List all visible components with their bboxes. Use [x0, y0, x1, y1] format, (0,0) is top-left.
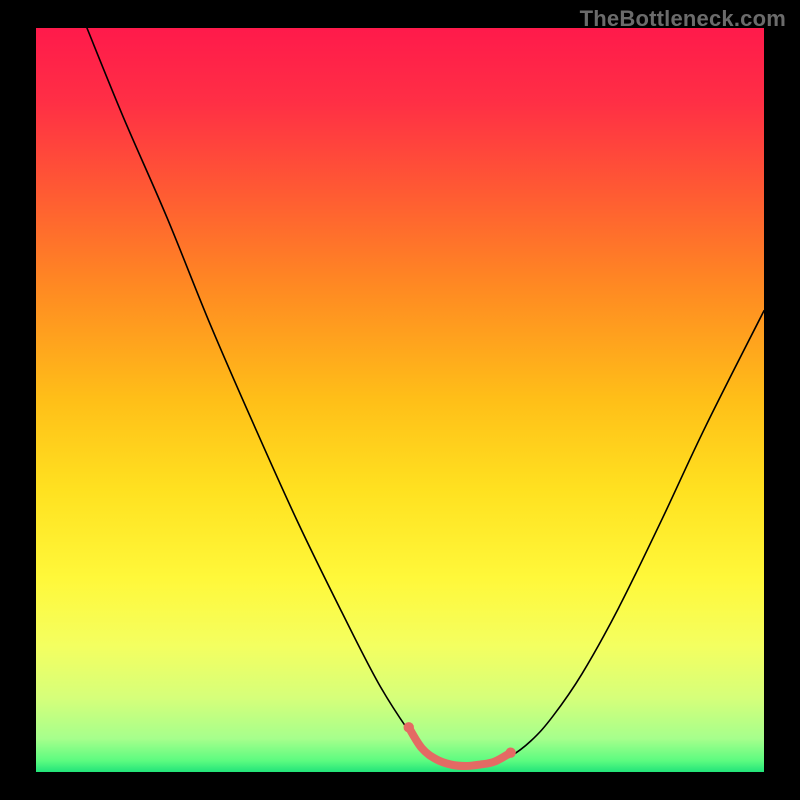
plot-area	[36, 28, 764, 772]
plot-svg	[36, 28, 764, 772]
gradient-rect	[36, 28, 764, 772]
highlight-dot-end	[505, 747, 515, 757]
highlight-dot-start	[404, 722, 414, 732]
watermark-text: TheBottleneck.com	[580, 6, 786, 32]
chart-frame: TheBottleneck.com	[0, 0, 800, 800]
